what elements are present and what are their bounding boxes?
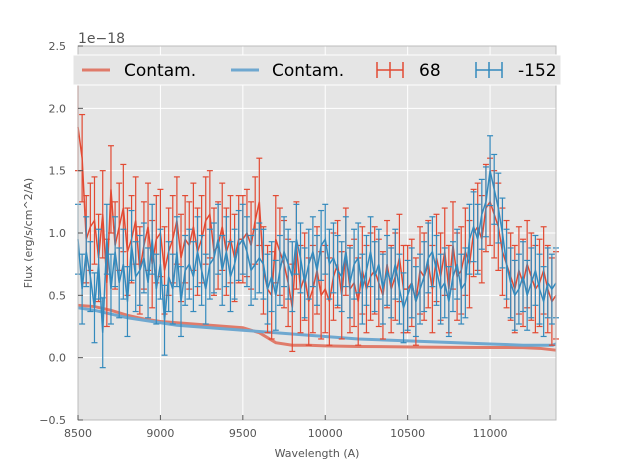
x-tick-label-11000: 11000 (473, 427, 508, 440)
line-152 (77, 170, 557, 333)
legend-label-minus-152: -152 (518, 61, 557, 81)
offset-text: 1e−18 (78, 31, 125, 47)
series-contam-152 (77, 306, 557, 347)
y-tick-label-0-5: −0.5 (39, 414, 66, 427)
legend-entry-contam-2: Contam. (231, 61, 344, 81)
legend-label-68: 68 (419, 61, 441, 81)
legend-entry-minus-152: -152 (475, 61, 557, 81)
series-152 (75, 135, 559, 369)
y-tick-label-0-5: 0.5 (49, 289, 67, 302)
axes: 8500 9000 9500 10000 10500 11000 −0.5 0.0 0.5 1.0… (39, 40, 557, 440)
x-tick-label-10500: 10500 (390, 427, 425, 440)
y-tick-label-2-5: 2.5 (49, 40, 67, 53)
legend: Contam. Contam. 68 -152 (72, 54, 562, 86)
x-tick-label-9500: 9500 (229, 427, 257, 440)
legend-label-contam-1: Contam. (124, 61, 196, 81)
x-tick-label-10000: 10000 (308, 427, 343, 440)
legend-entry-68: 68 (376, 61, 441, 81)
legend-label-contam-2: Contam. (272, 61, 344, 81)
y-tick-label-1-0: 1.0 (49, 227, 67, 240)
x-axis-label: Wavelength (A) (275, 447, 360, 460)
line-contam-152 (77, 306, 557, 347)
series-layer (75, 82, 559, 369)
x-tick-label-9000: 9000 (146, 427, 174, 440)
x-tick-label-8500: 8500 (64, 427, 92, 440)
y-axis-label: Flux (erg/s/cm^2/A) (22, 178, 35, 288)
y-tick-label-1-5: 1.5 (49, 165, 67, 178)
y-tick-label-0-0: 0.0 (49, 352, 67, 365)
legend-entry-contam-1: Contam. (82, 61, 196, 81)
y-tick-label-2-0: 2.0 (49, 102, 67, 115)
